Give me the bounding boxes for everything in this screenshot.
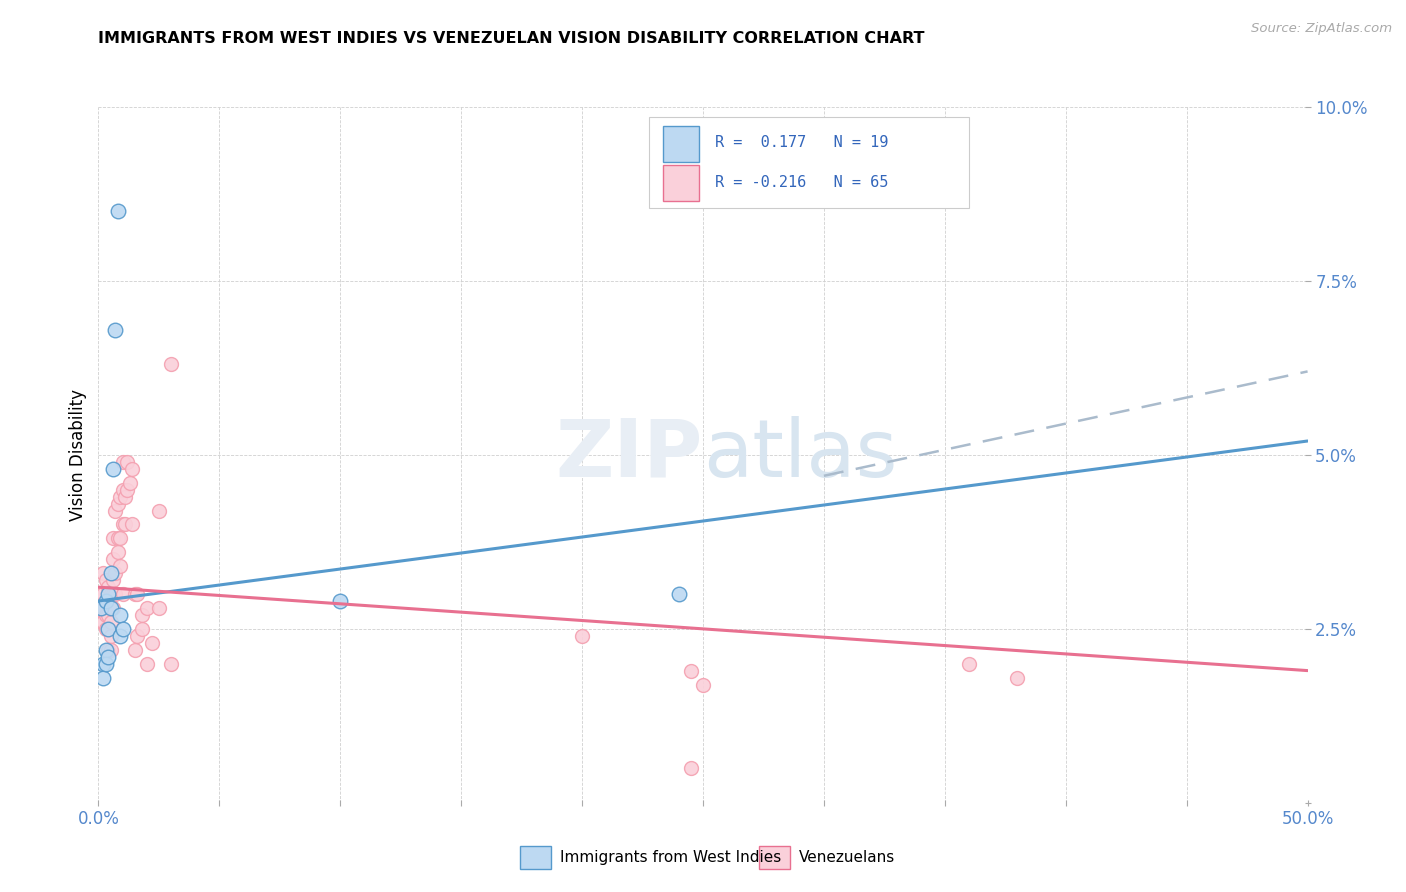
Point: [100, 566, 122, 581]
Point: [111, 587, 134, 601]
Text: R =  0.177   N = 19: R = 0.177 N = 19: [716, 135, 889, 150]
Point: [97, 642, 120, 657]
Text: IMMIGRANTS FROM WEST INDIES VS VENEZUELAN VISION DISABILITY CORRELATION CHART: IMMIGRANTS FROM WEST INDIES VS VENEZUELA…: [98, 31, 925, 46]
Point: [107, 204, 129, 219]
Point: [97, 587, 120, 601]
Point: [104, 566, 127, 581]
Point: [94, 594, 117, 608]
Point: [117, 483, 139, 497]
Point: [668, 587, 690, 601]
Point: [117, 455, 139, 469]
Point: [108, 559, 131, 574]
Point: [107, 532, 129, 546]
Point: [124, 587, 146, 601]
Point: [679, 664, 702, 678]
Point: [1007, 671, 1029, 685]
Point: [124, 642, 146, 657]
Point: [111, 483, 134, 497]
Point: [108, 607, 131, 622]
Y-axis label: Vision Disability: Vision Disability: [69, 389, 87, 521]
Point: [131, 622, 153, 636]
Point: [97, 607, 120, 622]
Point: [101, 532, 124, 546]
Text: ZIP: ZIP: [555, 416, 703, 494]
Point: [101, 601, 124, 615]
Point: [127, 629, 149, 643]
Point: [118, 475, 141, 490]
Point: [94, 573, 117, 587]
Point: [108, 532, 131, 546]
Point: [104, 587, 127, 601]
Point: [692, 677, 714, 691]
Point: [91, 671, 114, 685]
Point: [101, 462, 124, 476]
Point: [101, 552, 124, 566]
FancyBboxPatch shape: [648, 118, 969, 208]
Point: [131, 607, 153, 622]
Point: [108, 490, 131, 504]
Point: [100, 629, 122, 643]
Point: [90, 601, 112, 615]
Point: [97, 622, 120, 636]
Point: [160, 657, 183, 671]
Text: Venezuelans: Venezuelans: [799, 850, 894, 864]
Point: [101, 587, 124, 601]
Point: [104, 503, 127, 517]
Point: [135, 657, 157, 671]
Point: [97, 580, 120, 594]
Point: [135, 601, 157, 615]
Point: [104, 323, 127, 337]
Point: [91, 657, 114, 671]
Point: [100, 587, 122, 601]
Point: [957, 657, 980, 671]
Point: [94, 642, 117, 657]
Point: [90, 587, 112, 601]
Point: [94, 594, 117, 608]
Point: [141, 636, 163, 650]
Point: [114, 517, 136, 532]
Point: [94, 607, 117, 622]
Point: [114, 490, 136, 504]
Point: [97, 649, 120, 664]
Point: [100, 601, 122, 615]
Bar: [664, 126, 699, 162]
Point: [148, 503, 170, 517]
Text: atlas: atlas: [703, 416, 897, 494]
Point: [107, 545, 129, 559]
Point: [148, 601, 170, 615]
Point: [91, 601, 114, 615]
Point: [111, 622, 134, 636]
Point: [100, 615, 122, 629]
Point: [101, 573, 124, 587]
Bar: [664, 165, 699, 201]
Point: [94, 657, 117, 671]
Point: [571, 629, 593, 643]
Point: [97, 594, 120, 608]
Point: [94, 622, 117, 636]
Text: Immigrants from West Indies: Immigrants from West Indies: [560, 850, 780, 864]
Point: [91, 566, 114, 581]
Point: [100, 642, 122, 657]
Text: Source: ZipAtlas.com: Source: ZipAtlas.com: [1251, 22, 1392, 36]
Point: [329, 594, 352, 608]
Point: [127, 587, 149, 601]
Point: [91, 587, 114, 601]
Point: [121, 462, 143, 476]
Point: [679, 761, 702, 775]
Point: [90, 601, 112, 615]
Point: [100, 601, 122, 615]
Point: [107, 497, 129, 511]
Point: [91, 615, 114, 629]
Point: [108, 629, 131, 643]
Text: R = -0.216   N = 65: R = -0.216 N = 65: [716, 175, 889, 190]
Point: [160, 358, 183, 372]
Point: [111, 455, 134, 469]
Point: [111, 517, 134, 532]
Point: [90, 615, 112, 629]
Point: [121, 517, 143, 532]
Point: [97, 622, 120, 636]
